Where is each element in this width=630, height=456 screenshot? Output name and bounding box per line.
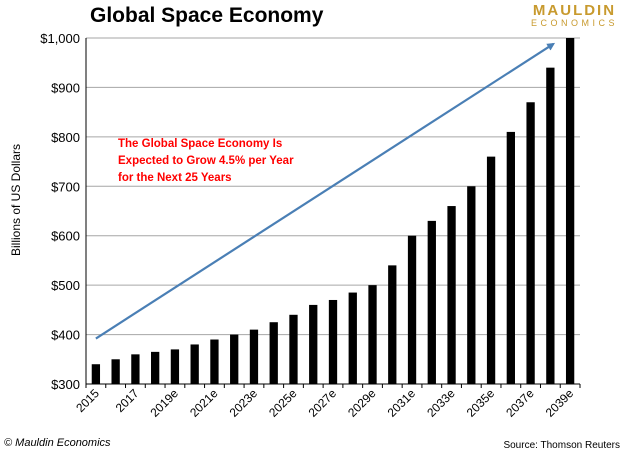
x-tick-label: 2035e: [464, 386, 498, 420]
y-tick-label: $400: [51, 328, 80, 343]
y-tick-label: $800: [51, 130, 80, 145]
bar: [230, 334, 239, 384]
axes: [85, 38, 581, 388]
bar: [546, 67, 555, 385]
bar: [289, 314, 298, 384]
y-tick-label: $700: [51, 179, 80, 194]
bar: [91, 364, 101, 384]
x-tick-label: 2031e: [385, 386, 419, 420]
x-tick-labels: 2015 2017 2019e 2021e 2023e 2025e 2027e 2029e 20…: [73, 386, 576, 420]
source-note: Source: Thomson Reuters: [503, 440, 620, 451]
bar: [111, 359, 120, 384]
x-tick-label: 2039e: [543, 386, 577, 420]
trend-arrow: [95, 42, 556, 340]
y-tick-label: $300: [51, 377, 80, 392]
y-axis-label: Billions of US Dollars: [9, 144, 23, 256]
bar: [427, 220, 436, 384]
x-tick-label: 2037e: [503, 386, 537, 420]
bar: [328, 299, 338, 384]
bar: [467, 186, 476, 384]
bars: [91, 38, 575, 385]
bar: [407, 235, 417, 384]
annotation-line-3: for the Next 25 Years: [118, 172, 232, 184]
bar: [131, 354, 140, 384]
y-tick-label: $500: [51, 278, 80, 293]
bar: [210, 339, 219, 384]
x-tick-label: 2021e: [187, 386, 221, 420]
bar: [170, 349, 180, 384]
x-tick-label: 2019e: [148, 386, 182, 420]
bar: [368, 285, 377, 384]
bar: [309, 304, 318, 384]
y-tick-label: $1,000: [40, 31, 80, 46]
x-tick-label: 2017: [113, 386, 142, 415]
growth-annotation: The Global Space Economy Is Expected to …: [118, 138, 297, 184]
y-tick-label: $900: [51, 80, 80, 95]
x-tick-label: 2033e: [424, 386, 458, 420]
bar: [269, 322, 278, 384]
bar: [348, 292, 357, 384]
bar: [388, 265, 397, 384]
bar: [526, 102, 535, 384]
bar: [447, 206, 456, 384]
bar: [486, 156, 496, 384]
x-tick-label: 2025e: [266, 386, 300, 420]
x-tick-label: 2023e: [227, 386, 261, 420]
y-tick-labels: $300 $400 $500 $600 $700 $800 $900 $1,000: [40, 31, 80, 392]
bar: [151, 351, 160, 384]
annotation-line-2: Expected to Grow 4.5% per Year: [118, 155, 294, 167]
copyright: © Mauldin Economics: [4, 437, 111, 449]
logo-line1: MAULDIN: [532, 2, 617, 19]
y-tick-label: $600: [51, 229, 80, 244]
logo-line2: ECONOMICS: [530, 18, 618, 28]
annotation-line-1: The Global Space Economy Is: [118, 138, 282, 150]
x-tick-label: 2027e: [306, 386, 340, 420]
bar: [190, 344, 199, 384]
x-tick-label: 2029e: [345, 386, 379, 420]
bar: [565, 38, 575, 384]
chart-title: Global Space Economy: [90, 4, 324, 27]
bar: [506, 131, 515, 384]
mauldin-logo: MAULDIN ECONOMICS: [531, 3, 618, 28]
bar: [249, 329, 259, 384]
